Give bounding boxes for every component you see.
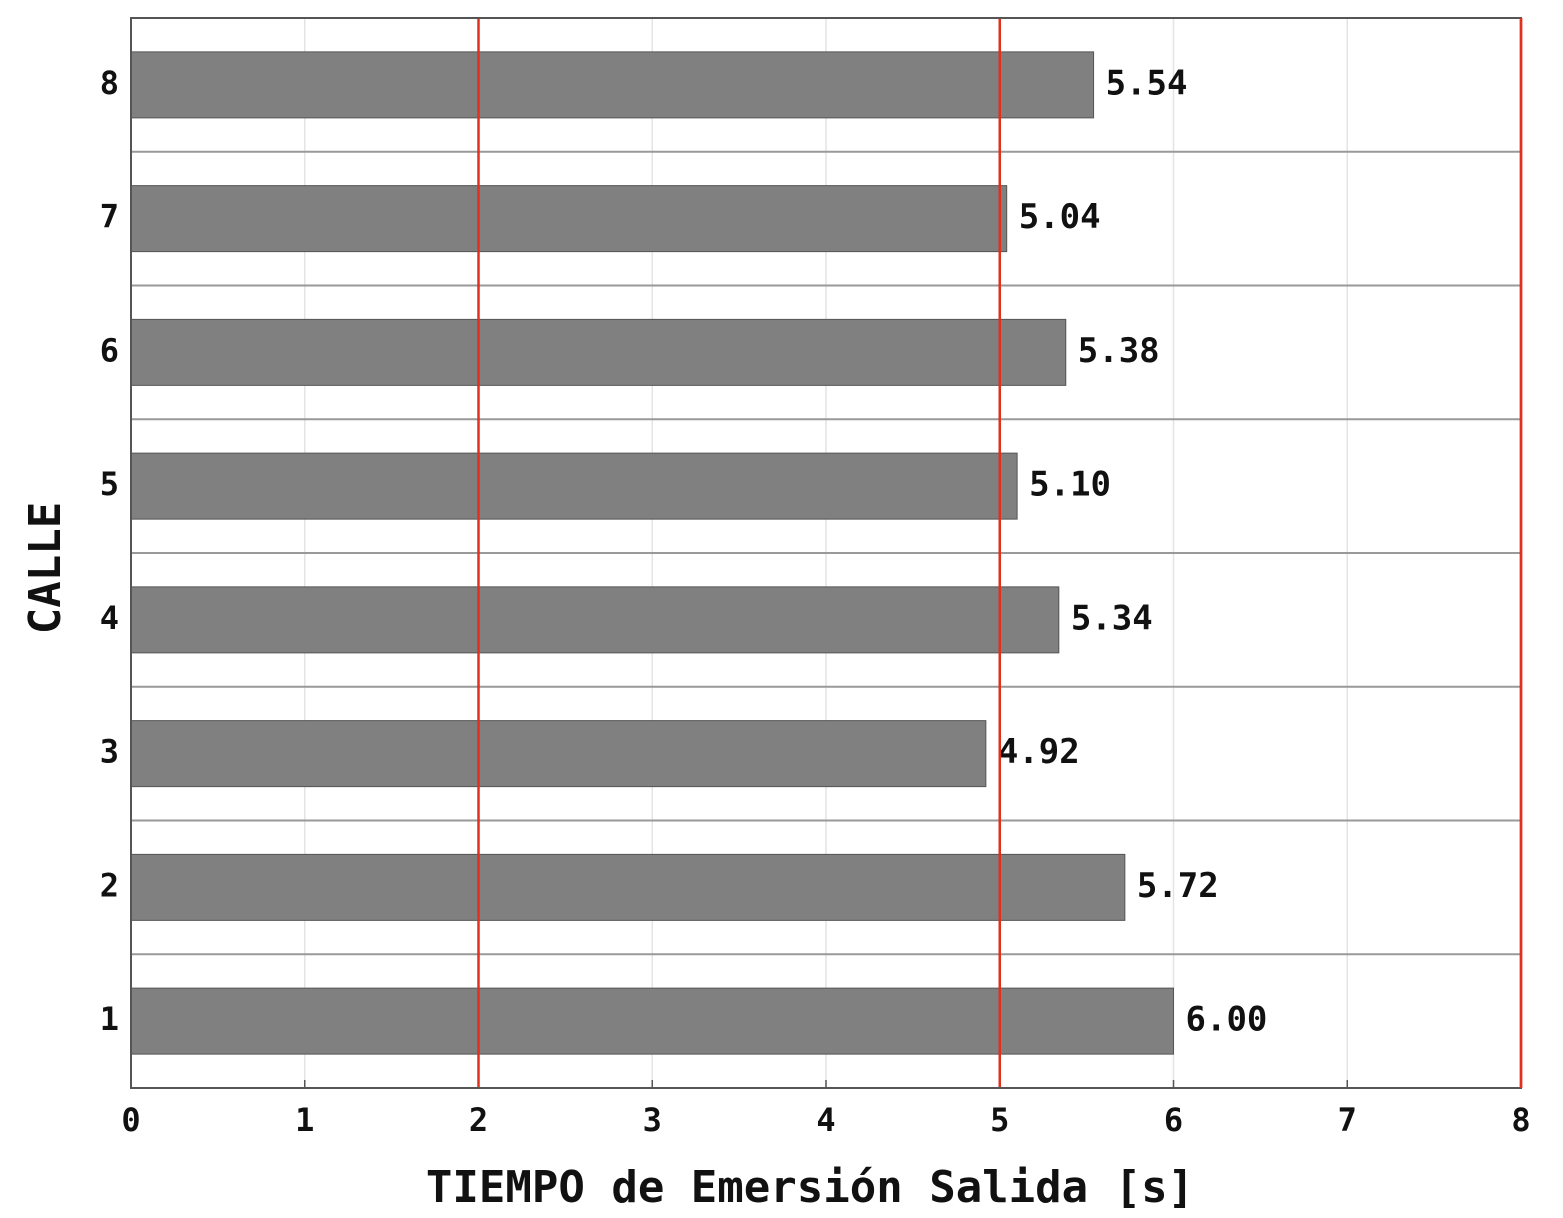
y-tick-label: 5 <box>100 465 119 503</box>
x-tick-label: 2 <box>469 1101 488 1139</box>
x-tick-label: 3 <box>643 1101 662 1139</box>
value-label: 5.10 <box>1029 465 1111 505</box>
x-axis-label: TIEMPO de Emersión Salida [s] <box>426 1162 1194 1213</box>
x-tick-label: 7 <box>1338 1101 1357 1139</box>
value-label: 5.38 <box>1078 331 1160 371</box>
value-label: 5.04 <box>1019 197 1101 237</box>
bar <box>130 853 1126 921</box>
bar <box>130 987 1174 1055</box>
x-tick-label: 0 <box>121 1101 140 1139</box>
y-tick-label: 1 <box>100 1000 119 1038</box>
value-label: 5.34 <box>1071 598 1153 638</box>
bar <box>130 586 1060 654</box>
y-tick-label: 4 <box>100 599 119 637</box>
y-axis-label: CALLE <box>20 502 71 634</box>
x-tick-label: 4 <box>816 1101 835 1139</box>
x-tick-label: 5 <box>990 1101 1009 1139</box>
x-tick-label: 8 <box>1511 1101 1530 1139</box>
y-tick-label: 3 <box>100 733 119 771</box>
value-label: 4.92 <box>998 732 1080 772</box>
bar <box>130 452 1018 520</box>
bar <box>130 318 1067 386</box>
y-tick-label: 2 <box>100 866 119 904</box>
value-label: 5.72 <box>1137 866 1219 906</box>
bar <box>130 185 1008 253</box>
value-label: 5.54 <box>1106 63 1188 103</box>
x-tick-label: 6 <box>1164 1101 1183 1139</box>
value-label: 6.00 <box>1186 1000 1268 1040</box>
x-tick-label: 1 <box>295 1101 314 1139</box>
y-tick-label: 6 <box>100 331 119 369</box>
bar <box>130 720 987 788</box>
y-tick-label: 8 <box>100 64 119 102</box>
bar <box>130 51 1095 119</box>
y-tick-label: 7 <box>100 198 119 236</box>
